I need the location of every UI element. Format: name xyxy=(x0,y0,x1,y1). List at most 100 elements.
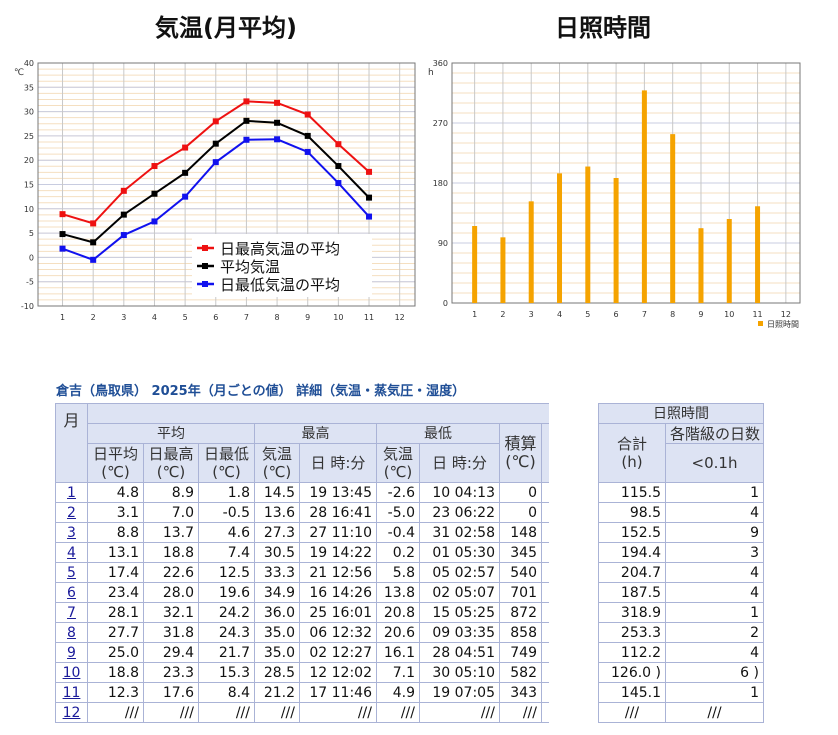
header-text: 気温 xyxy=(261,445,292,463)
value-cell: 24.3 xyxy=(198,622,255,643)
bar xyxy=(726,219,732,303)
month-link[interactable]: 6 xyxy=(67,584,76,601)
month-link[interactable]: 10 xyxy=(62,664,81,681)
value-cell: 19.6 xyxy=(198,582,255,603)
value-cell: 27.3 xyxy=(254,522,300,543)
data-point xyxy=(212,159,219,166)
y-tick-label: 10 xyxy=(24,205,34,214)
value-cell: 34.9 xyxy=(254,582,300,603)
x-tick-label: 2 xyxy=(500,310,505,319)
data-point xyxy=(90,220,97,227)
value-cell: 204.7 xyxy=(598,562,666,583)
table-row: 3 8.8 13.7 4.6 27.3 27 11:10 -0.4 31 02:58 148 xyxy=(55,522,549,543)
table-row: 9 25.0 29.4 21.7 35.0 02 12:27 16.1 28 04:51 749 xyxy=(55,642,549,663)
x-tick-label: 9 xyxy=(698,310,703,319)
bar xyxy=(613,178,619,303)
value-cell: 13.6 xyxy=(254,502,300,523)
value-cell: 6 ) xyxy=(665,662,764,683)
value-cell: 19 13:45 xyxy=(299,482,377,503)
value-cell: 05 02:57 xyxy=(419,562,500,583)
month-link[interactable]: 7 xyxy=(67,604,76,621)
clipped-cell xyxy=(541,642,549,663)
x-tick-label: 11 xyxy=(364,313,374,322)
bar xyxy=(698,228,704,303)
value-cell: 582 xyxy=(499,662,542,683)
value-cell: 12 12:02 xyxy=(299,662,377,683)
value-cell: 8.4 xyxy=(198,682,255,703)
x-tick-label: 1 xyxy=(60,313,65,322)
value-cell: 02 05:07 xyxy=(419,582,500,603)
clipped-cell xyxy=(541,622,549,643)
clipped-cell xyxy=(541,662,549,683)
month-link[interactable]: 11 xyxy=(62,684,81,701)
y-tick-label: 25 xyxy=(24,132,34,141)
value-cell: 4.6 xyxy=(198,522,255,543)
month-cell: 7 xyxy=(55,602,88,623)
subheader: 日 時:分 xyxy=(299,443,377,483)
month-link[interactable]: 1 xyxy=(67,484,76,501)
value-cell: 17.6 xyxy=(143,682,199,703)
month-link[interactable]: 4 xyxy=(67,544,76,561)
value-cell: 0 xyxy=(499,482,542,503)
value-cell: 152.5 xyxy=(598,522,666,543)
value-cell: 1.8 xyxy=(198,482,255,503)
month-link[interactable]: 5 xyxy=(67,564,76,581)
value-cell: /// xyxy=(254,702,300,723)
header-text: 月 xyxy=(63,411,80,430)
legend-label: 日最高気温の平均 xyxy=(220,240,340,258)
header-blank xyxy=(87,403,549,424)
header-total: 合計 (h) xyxy=(598,423,666,483)
value-cell: 318.9 xyxy=(598,602,666,623)
value-cell: 13.8 xyxy=(376,582,420,603)
value-cell: 1 xyxy=(665,482,764,503)
value-cell: 20.8 xyxy=(376,602,420,623)
value-cell: 4 xyxy=(665,502,764,523)
value-cell: 28.5 xyxy=(254,662,300,683)
data-point xyxy=(243,136,250,143)
table-row: 1 4.8 8.9 1.8 14.5 19 13:45 -2.6 10 04:13 0 xyxy=(55,482,549,503)
plot-border xyxy=(451,62,801,304)
y-tick-label: 5 xyxy=(29,229,34,238)
table-row: 2 3.1 7.0 -0.5 13.6 28 16:41 -5.0 23 06:22 0 xyxy=(55,502,549,523)
header-text: 日最低 xyxy=(203,445,249,463)
header-text: 各階級の日数 xyxy=(670,424,761,443)
value-cell: 4.8 xyxy=(87,482,144,503)
month-link[interactable]: 2 xyxy=(67,504,76,521)
x-tick-label: 4 xyxy=(152,313,157,322)
header-text: 日 時:分 xyxy=(432,454,487,472)
y-tick-label: -5 xyxy=(26,278,34,287)
value-cell: /// xyxy=(198,702,255,723)
bar xyxy=(472,226,478,303)
data-point xyxy=(335,180,342,187)
table-row: 145.1 1 xyxy=(598,682,764,703)
value-cell: /// xyxy=(87,702,144,723)
value-cell: 28 04:51 xyxy=(419,642,500,663)
month-link[interactable]: 9 xyxy=(67,644,76,661)
value-cell: 858 xyxy=(499,622,542,643)
month-link[interactable]: 3 xyxy=(67,524,76,541)
clipped-cell xyxy=(541,522,549,543)
header-text: (℃) xyxy=(505,452,536,471)
month-cell: 11 xyxy=(55,682,88,703)
data-point xyxy=(182,144,189,151)
table-row: 5 17.4 22.6 12.5 33.3 21 12:56 5.8 05 02:57 540 xyxy=(55,562,549,583)
y-tick-label: 270 xyxy=(433,119,448,128)
table-row: 187.5 4 xyxy=(598,582,764,603)
clipped-cell xyxy=(541,562,549,583)
header-text: 気温 xyxy=(382,445,413,463)
month-cell: 10 xyxy=(55,662,88,683)
month-link[interactable]: 12 xyxy=(62,704,81,721)
value-cell: 16.1 xyxy=(376,642,420,663)
value-cell: 872 xyxy=(499,602,542,623)
y-axis-unit: h xyxy=(428,68,434,78)
value-cell: 4 xyxy=(665,642,764,663)
legend-marker xyxy=(202,245,208,251)
clipped-cell xyxy=(541,482,549,503)
value-cell: 36.0 xyxy=(254,602,300,623)
value-cell: 701 xyxy=(499,582,542,603)
y-tick-label: 360 xyxy=(433,59,448,68)
data-point xyxy=(151,190,158,197)
value-cell: 27 11:10 xyxy=(299,522,377,543)
table-row: 152.5 9 xyxy=(598,522,764,543)
month-link[interactable]: 8 xyxy=(67,624,76,641)
